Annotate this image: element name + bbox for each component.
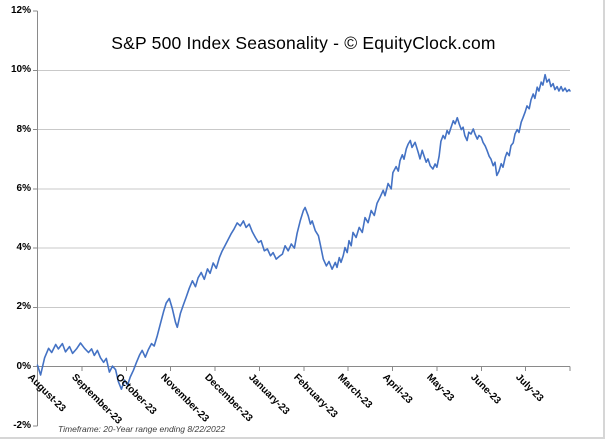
y-axis-tick-label: 10%: [10, 64, 31, 76]
seasonality-line-series: [36, 73, 571, 391]
y-axis-tick-label: 4%: [16, 242, 31, 254]
y-axis-tick-label: -2%: [13, 420, 31, 431]
y-axis-tick-label: 8%: [16, 123, 31, 135]
timeframe-footnote: Timeframe: 20-Year range ending 8/22/202…: [58, 424, 226, 434]
chart-title: S&P 500 Index Seasonality - © EquityCloc…: [111, 33, 496, 53]
y-axis-tick-label: 12%: [10, 5, 31, 16]
y-axis-tick-label: 6%: [16, 182, 31, 194]
y-axis-tick-label: 0%: [16, 360, 31, 372]
y-axis-tick-label: 2%: [16, 301, 31, 313]
